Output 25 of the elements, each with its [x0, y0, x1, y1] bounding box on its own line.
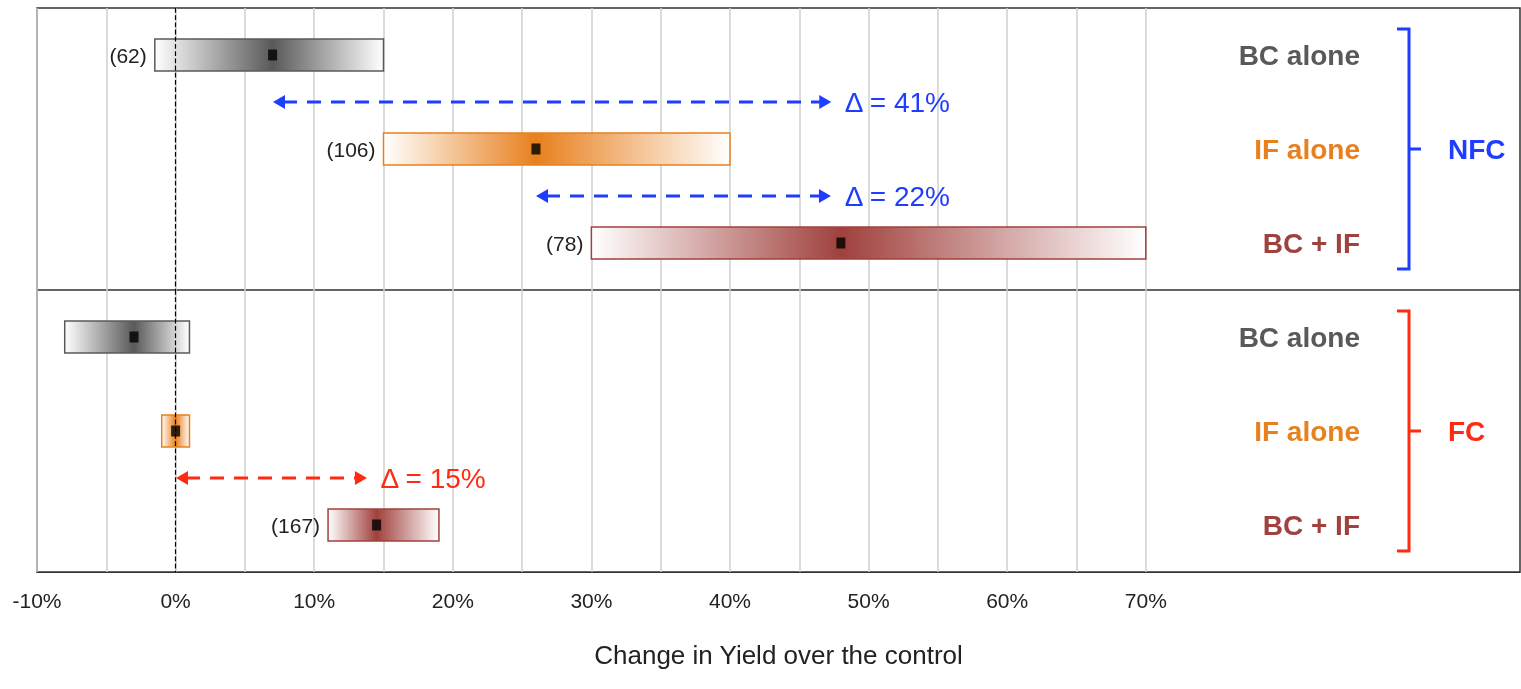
x-tick-label: 0% — [160, 589, 191, 612]
annotation: (78) — [546, 231, 584, 255]
y-tick-label: BC + IF — [1262, 227, 1360, 259]
y-tick-label: BC alone — [1238, 321, 1360, 353]
annotation: (106) — [326, 137, 376, 161]
x-tick-label: 70% — [1124, 589, 1167, 612]
y-tick-label: BC alone — [1238, 39, 1360, 71]
x-tick-label: 40% — [708, 589, 752, 612]
annotation: Δ = 15% — [380, 462, 486, 494]
x-tick-label: 30% — [570, 589, 613, 612]
annotation: Δ = 22% — [844, 180, 950, 212]
y-axis-title: FC — [1448, 415, 1486, 447]
y-axis-title: NFC — [1448, 133, 1506, 165]
y-tick-label: IF alone — [1254, 133, 1360, 165]
x-tick-label: 10% — [293, 589, 336, 612]
x-tick-label: 60% — [986, 589, 1029, 612]
y-tick-label: IF alone — [1254, 415, 1360, 447]
x-tick-label: 50% — [847, 589, 890, 612]
y-tick-label: BC + IF — [1262, 509, 1360, 541]
annotation: (62) — [109, 43, 147, 67]
annotation: (167) — [271, 513, 321, 537]
annotation: Δ = 41% — [844, 86, 950, 118]
x-tick-label: -10% — [12, 589, 62, 612]
x-tick-label: 20% — [431, 589, 474, 612]
x-axis-title: Change in Yield over the control — [594, 640, 963, 670]
